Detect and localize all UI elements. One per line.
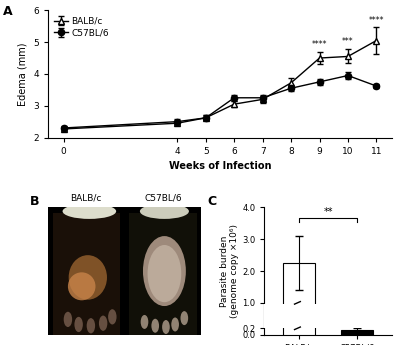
Text: ****: **** [369,16,384,24]
Text: B: B [30,195,39,208]
Ellipse shape [148,245,181,302]
X-axis label: Weeks of Infection: Weeks of Infection [169,161,271,171]
Ellipse shape [69,255,107,300]
Ellipse shape [62,204,116,219]
Legend: BALB/c, C57BL/6: BALB/c, C57BL/6 [52,15,111,39]
Bar [283,263,315,335]
Ellipse shape [140,204,189,219]
Ellipse shape [64,312,72,327]
Ellipse shape [108,309,116,325]
Text: **: ** [324,207,333,217]
Ellipse shape [171,317,179,332]
Ellipse shape [87,318,95,333]
Text: C57BL/6: C57BL/6 [144,194,182,203]
Ellipse shape [68,272,96,300]
Bar [264,304,369,328]
Text: ***: *** [342,37,354,46]
Text: BALB/c: BALB/c [71,194,102,203]
Ellipse shape [180,311,188,325]
Ellipse shape [141,315,148,329]
Text: ****: **** [312,40,327,49]
Text: C: C [207,195,216,208]
Ellipse shape [99,316,107,331]
Text: A: A [3,5,13,18]
Ellipse shape [151,319,159,333]
Ellipse shape [143,236,186,306]
Bar [52,213,120,335]
Ellipse shape [74,317,83,332]
Bar [341,330,373,335]
Ellipse shape [162,320,170,334]
Y-axis label: Parasite burden
(genome copy ×10⁶): Parasite burden (genome copy ×10⁶) [220,224,239,318]
Bar [129,213,196,335]
Y-axis label: Edema (mm): Edema (mm) [18,42,28,106]
